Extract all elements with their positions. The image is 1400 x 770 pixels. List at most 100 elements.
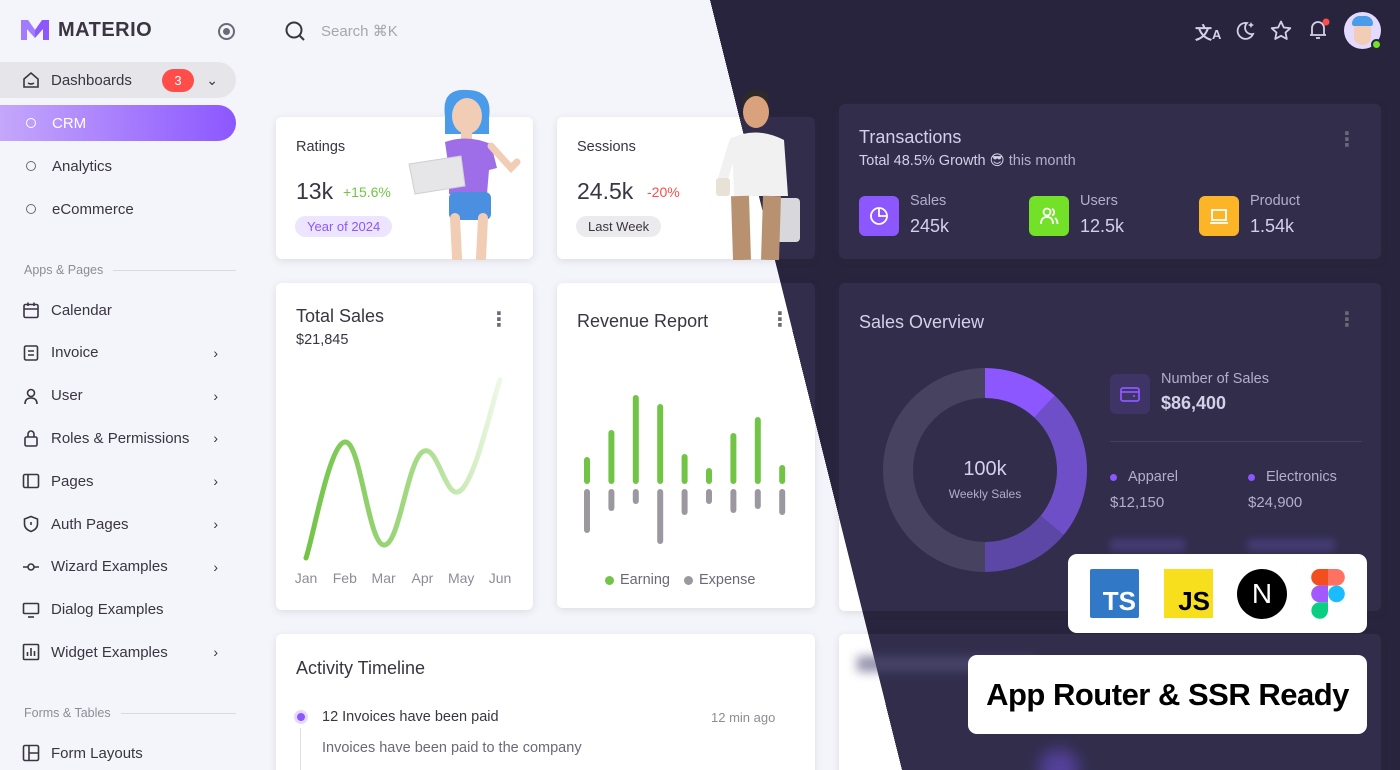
javascript-label: JS	[1178, 586, 1210, 616]
circle-icon	[26, 118, 36, 128]
timeline-item-title: 12 Invoices have been paid	[322, 709, 499, 725]
sidebar-item-pages[interactable]: Pages ›	[0, 463, 236, 499]
javascript-logo: JS	[1164, 569, 1213, 618]
tagline-box: App Router & SSR Ready	[968, 655, 1367, 734]
sidebar-item-invoice[interactable]: Invoice ›	[0, 335, 236, 371]
typescript-label: TS	[1102, 586, 1136, 616]
search-input[interactable]: Search ⌘K	[321, 23, 398, 40]
sessions-value: 24.5k	[577, 178, 634, 204]
sidebar-item-dialog-examples[interactable]: Dialog Examples	[0, 592, 236, 628]
theme-moon-icon[interactable]	[1233, 19, 1257, 43]
sessions-chip: Last Week	[576, 216, 662, 237]
sunglasses-emoji-icon: 😎	[989, 153, 1005, 169]
dashboards-badge: 3	[162, 68, 194, 92]
total-sales-card: Total Sales $21,845 ⋮	[276, 283, 533, 610]
chevron-right-icon: ›	[213, 387, 218, 404]
sidebar-item-label: User	[51, 387, 83, 405]
sidebar-item-widget-examples[interactable]: Widget Examples ›	[0, 634, 236, 670]
sidebar-item-label: Calendar	[51, 301, 112, 319]
layout-icon	[22, 744, 40, 762]
bell-icon[interactable]	[1306, 17, 1332, 43]
electronics-label: Electronics	[1266, 469, 1337, 485]
user-icon	[22, 387, 40, 405]
donut-segment	[985, 515, 1064, 572]
sidebar-item-wizard-examples[interactable]: Wizard Examples ›	[0, 549, 236, 585]
x-tick-label: Jan	[295, 570, 318, 586]
growth-period: this month	[1008, 153, 1076, 169]
sidebar-item-label: Wizard Examples	[51, 558, 168, 576]
x-tick-label: May	[448, 570, 474, 586]
sidebar-toggle-icon[interactable]	[218, 23, 235, 40]
total-sales-amount: $21,845	[296, 332, 349, 348]
total-sales-line-chart: Jan Feb Mar Apr May Jun	[295, 377, 511, 586]
sessions-change: -20%	[647, 184, 680, 200]
donut-center-label: Weekly Sales	[948, 487, 1022, 501]
shield-icon	[22, 515, 40, 533]
revenue-legend: Earning Expense	[605, 572, 755, 588]
x-tick-label: Feb	[333, 570, 357, 586]
card-title: Total Sales	[296, 306, 385, 326]
users-icon	[1029, 196, 1069, 236]
activity-timeline-card: Activity Timeline 12 Invoices have been …	[276, 634, 815, 770]
weekly-sales-donut-chart	[883, 368, 1087, 572]
pages-icon	[22, 472, 40, 490]
girl-with-laptop-illustration	[408, 89, 521, 260]
card-title: Sessions	[577, 139, 636, 155]
transactions-card: Transactions Total 48.5% Growth 😎 this m…	[839, 104, 1381, 259]
x-tick-label: Apr	[412, 570, 434, 586]
chevron-right-icon: ›	[213, 473, 218, 490]
sidebar-item-calendar[interactable]: Calendar	[0, 292, 236, 328]
sidebar-item-ecommerce[interactable]: eCommerce	[0, 191, 236, 227]
sidebar-item-label: Auth Pages	[51, 515, 129, 533]
search-icon	[285, 21, 305, 41]
revenue-report-card: Revenue Report ⋮ Earning Expense	[557, 283, 815, 608]
blurred-legend	[1110, 539, 1360, 551]
total-sales-line	[303, 377, 503, 561]
card-title: Transactions	[859, 127, 962, 147]
more-options-icon[interactable]: ⋮	[1337, 309, 1357, 331]
more-options-icon[interactable]: ⋮	[1337, 129, 1357, 151]
sidebar-item-dashboards[interactable]: Dashboards 3 ⌄	[0, 62, 236, 98]
timeline-item-time: 12 min ago	[711, 710, 776, 725]
donut-segment	[985, 368, 1055, 418]
sidebar-item-label: Analytics	[52, 157, 113, 175]
x-tick-label: Mar	[372, 570, 396, 586]
timeline-item-description: Invoices have been paid to the company	[322, 740, 582, 756]
stat-label: Users	[1080, 193, 1118, 209]
timeline-dot	[294, 710, 308, 724]
more-options-icon[interactable]: ⋮	[489, 309, 509, 331]
wizard-icon	[22, 558, 40, 576]
online-status-dot	[1371, 39, 1382, 50]
legend-electronics: Electronics	[1248, 469, 1337, 485]
search-bar[interactable]: Search ⌘K	[284, 20, 398, 42]
sidebar-item-user[interactable]: User ›	[0, 378, 236, 414]
sidebar-item-auth-pages[interactable]: Auth Pages ›	[0, 506, 236, 542]
sidebar-item-roles-permissions[interactable]: Roles & Permissions ›	[0, 420, 236, 456]
brand-logo[interactable]: MATERIO	[20, 18, 152, 42]
tech-stack-box: TS JS N	[1068, 554, 1367, 633]
sidebar-item-crm[interactable]: CRM	[0, 105, 236, 141]
more-options-icon[interactable]: ⋮	[770, 309, 790, 331]
lock-icon	[22, 429, 40, 448]
nextjs-label: N	[1251, 578, 1273, 609]
sidebar-item-form-layouts[interactable]: Form Layouts	[0, 735, 236, 770]
ratings-card: Ratings 13k +15.6% Year of 2024	[276, 117, 533, 259]
section-apps-pages: Apps & Pages	[24, 263, 236, 277]
home-icon	[22, 71, 40, 89]
card-title: Ratings	[296, 139, 346, 155]
translate-icon[interactable]: 文A	[1195, 24, 1222, 43]
divider	[1110, 441, 1362, 442]
invoice-icon	[22, 344, 40, 362]
section-forms-tables: Forms & Tables	[24, 706, 236, 720]
card-title: Revenue Report	[577, 311, 709, 331]
star-icon[interactable]	[1269, 19, 1293, 43]
ratings-chip: Year of 2024	[295, 216, 393, 237]
donut-segment	[1034, 395, 1087, 536]
sidebar-item-analytics[interactable]: Analytics	[0, 148, 236, 184]
sidebar-item-label: Dialog Examples	[51, 601, 164, 619]
card-title: Activity Timeline	[296, 658, 426, 678]
legend-expense: Expense	[698, 572, 756, 588]
card-title: Sales Overview	[859, 312, 985, 332]
chevron-right-icon: ›	[213, 558, 218, 575]
apparel-value: $12,150	[1110, 494, 1165, 511]
